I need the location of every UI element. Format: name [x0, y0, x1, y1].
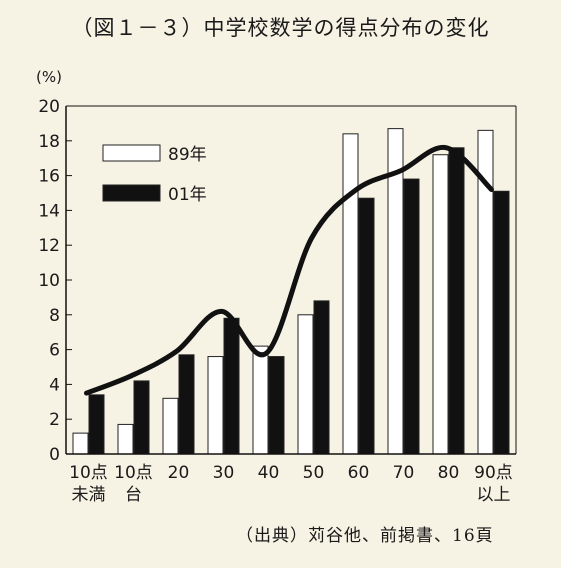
bar-89-6 — [342, 133, 359, 455]
x-tick-label-2: 20 — [168, 463, 190, 483]
chart-title: （図１－３）中学校数学の得点分布の変化 — [71, 16, 490, 40]
bar-01-6 — [358, 197, 375, 455]
bar-01-1 — [133, 380, 150, 455]
trend-line — [84, 145, 494, 396]
bar-89-5 — [297, 314, 314, 455]
bar-01-7 — [403, 178, 420, 455]
y-tick-label-14: 14 — [38, 201, 60, 221]
bars-series-89 — [72, 128, 494, 455]
x-tick-label-1: 10点 — [114, 463, 153, 483]
x-tick-label-9-line2: 以上 — [477, 485, 511, 505]
y-tick-label-16: 16 — [38, 167, 60, 187]
bar-01-5 — [313, 300, 330, 455]
trend-line-group — [84, 145, 494, 396]
x-tick-label-1-line2: 台 — [125, 485, 142, 505]
x-tick-label-0-line2: 未満 — [72, 485, 106, 505]
y-axis-unit: (%) — [36, 68, 62, 86]
bar-01-2 — [178, 354, 195, 455]
x-tick-label-8: 80 — [438, 463, 460, 483]
legend-swatch-1 — [102, 184, 161, 202]
x-tick-label-7: 70 — [393, 463, 415, 483]
x-tick-label-9: 90点 — [474, 463, 513, 483]
y-tick-label-20: 20 — [38, 97, 60, 117]
x-tick-label-5: 50 — [303, 463, 325, 483]
bar-01-3 — [223, 317, 240, 455]
bar-01-8 — [448, 147, 465, 455]
bar-89-3 — [207, 356, 224, 455]
bar-89-4 — [252, 345, 269, 455]
y-tick-label-0: 0 — [49, 445, 60, 465]
x-tick-label-4: 40 — [258, 463, 280, 483]
y-tick-label-10: 10 — [38, 271, 60, 291]
legend-label-1: 01年 — [168, 185, 207, 205]
bar-89-7 — [387, 128, 404, 455]
x-tick-label-6: 60 — [348, 463, 370, 483]
legend-swatch-0 — [102, 144, 161, 162]
y-tick-label-12: 12 — [38, 236, 60, 256]
y-tick-label-18: 18 — [38, 132, 60, 152]
bar-89-8 — [432, 154, 449, 455]
bar-89-1 — [117, 423, 134, 455]
y-tick-label-4: 4 — [49, 375, 60, 395]
bar-89-2 — [162, 397, 179, 455]
legend: 89年 01年 — [102, 144, 207, 205]
bar-01-9 — [493, 190, 510, 455]
x-tick-label-3: 30 — [213, 463, 235, 483]
y-tick-label-2: 2 — [49, 410, 60, 430]
y-tick-label-8: 8 — [49, 306, 60, 326]
bar-89-0 — [72, 432, 89, 455]
bar-01-0 — [88, 394, 105, 455]
y-tick-label-6: 6 — [49, 341, 60, 361]
legend-label-0: 89年 — [168, 145, 207, 165]
bar-01-4 — [268, 356, 285, 455]
source-note: （出典）苅谷他、前掲書、16頁 — [236, 526, 494, 546]
x-tick-label-0: 10点 — [69, 463, 108, 483]
